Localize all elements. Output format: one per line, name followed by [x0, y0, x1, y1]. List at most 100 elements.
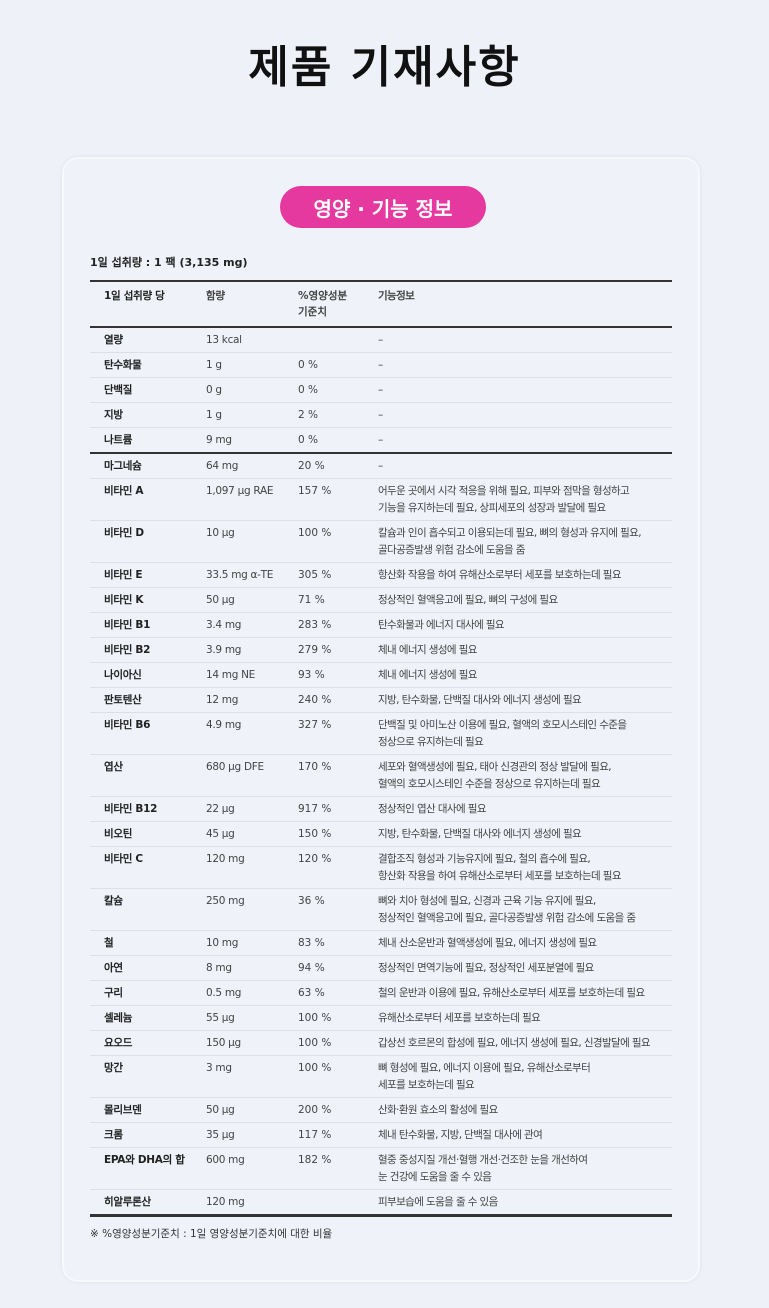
table-row: 열량 13 kcal –	[90, 327, 672, 353]
nutrient-function: 항산화 작용을 하여 유해산소로부터 세포를 보호하는데 필요	[378, 563, 672, 588]
nutrient-daily-value: 94 %	[298, 962, 325, 974]
table-row: 비타민 C 120 mg 120 % 결합조직 형성과 기능유지에 필요, 철의 흡수…	[90, 847, 672, 889]
function-line: 탄수화물과 에너지 대사에 필요	[378, 619, 505, 631]
nutrient-function: 정상적인 엽산 대사에 필요	[378, 797, 672, 822]
nutrient-amount: 50 µg	[206, 1104, 235, 1116]
header-per-serving: 1일 섭취량 당	[104, 290, 165, 302]
nutrient-daily-value: 20 %	[298, 460, 325, 472]
table-row: 지방 1 g 2 % –	[90, 403, 672, 428]
nutrient-amount: 12 mg	[206, 694, 239, 706]
nutrient-amount: 150 µg	[206, 1037, 241, 1049]
function-line: 체내 산소운반과 혈액생성에 필요, 에너지 생성에 필요	[378, 937, 597, 949]
table-row: 비오틴 45 µg 150 % 지방, 탄수화물, 단백질 대사와 에너지 생성에 필…	[90, 822, 672, 847]
function-line: 정상적인 면역기능에 필요, 정상적인 세포분열에 필요	[378, 962, 594, 974]
nutrient-amount: 10 µg	[206, 527, 235, 539]
nutrient-daily-value: 117 %	[298, 1129, 332, 1141]
nutrient-name: 히알루론산	[104, 1196, 151, 1208]
nutrient-amount: 10 mg	[206, 937, 239, 949]
nutrient-name: 비타민 C	[104, 853, 143, 865]
table-header-row: 1일 섭취량 당 함량 %영양성분 기준치 기능정보	[90, 281, 672, 327]
nutrient-amount: 33.5 mg α-TE	[206, 569, 274, 581]
info-card: 영양 · 기능 정보 1일 섭취량 : 1 팩 (3,135 mg) 1일 섭취…	[62, 157, 700, 1282]
nutrient-amount: 1 g	[206, 359, 222, 371]
nutrient-daily-value: 63 %	[298, 987, 325, 999]
table-row: 요오드 150 µg 100 % 갑상선 호르몬의 합성에 필요, 에너지 생성에 필…	[90, 1031, 672, 1056]
nutrient-name: 지방	[104, 409, 123, 421]
nutrient-daily-value: 100 %	[298, 527, 332, 539]
nutrient-daily-value: 917 %	[298, 803, 332, 815]
function-line: 체내 에너지 생성에 필요	[378, 644, 477, 656]
nutrient-function: 뼈와 치아 형성에 필요, 신경과 근육 기능 유지에 필요, 정상적인 혈액응고…	[378, 889, 672, 931]
nutrient-amount: 14 mg NE	[206, 669, 256, 681]
nutrient-daily-value: 157 %	[298, 485, 332, 497]
function-line: 정상으로 유지하는데 필요	[378, 736, 484, 748]
table-row: 비타민 D 10 µg 100 % 칼슘과 인이 흡수되고 이용되는데 필요, 뼈의 …	[90, 521, 672, 563]
header-function: 기능정보	[378, 290, 415, 302]
nutrient-function: –	[378, 327, 672, 353]
function-line: 기능을 유지하는데 필요, 상피세포의 성장과 발달에 필요	[378, 502, 606, 514]
table-row: 비타민 B12 22 µg 917 % 정상적인 엽산 대사에 필요	[90, 797, 672, 822]
function-line: 피부보습에 도움을 줄 수 있음	[378, 1196, 498, 1208]
nutrient-daily-value: 150 %	[298, 828, 332, 840]
nutrient-function: 어두운 곳에서 시각 적응을 위해 필요, 피부와 점막을 형성하고 기능을 유지…	[378, 479, 672, 521]
nutrient-name: 비타민 B6	[104, 719, 151, 731]
nutrient-daily-value: 240 %	[298, 694, 332, 706]
nutrient-function: 갑상선 호르몬의 합성에 필요, 에너지 생성에 필요, 신경발달에 필요	[378, 1031, 672, 1056]
nutrient-function: –	[378, 378, 672, 403]
nutrient-daily-value	[298, 327, 378, 353]
table-row: 비타민 B2 3.9 mg 279 % 체내 에너지 생성에 필요	[90, 638, 672, 663]
nutrient-amount: 9 mg	[206, 434, 232, 446]
function-line: 산화·환원 효소의 활성에 필요	[378, 1104, 498, 1116]
nutrient-name: 철	[104, 937, 114, 949]
table-row: 비타민 K 50 µg 71 % 정상적인 혈액응고에 필요, 뼈의 구성에 필요	[90, 588, 672, 613]
nutrient-function: 지방, 탄수화물, 단백질 대사와 에너지 생성에 필요	[378, 822, 672, 847]
nutrient-name: 판토텐산	[104, 694, 142, 706]
nutrient-daily-value: 279 %	[298, 644, 332, 656]
nutrient-amount: 0 g	[206, 384, 222, 396]
nutrient-amount: 680 µg DFE	[206, 761, 264, 773]
function-line: –	[378, 460, 383, 472]
nutrient-daily-value: 100 %	[298, 1012, 332, 1024]
nutrient-name: 몰리브덴	[104, 1104, 142, 1116]
function-line: 뼈와 치아 형성에 필요, 신경과 근육 기능 유지에 필요,	[378, 895, 596, 907]
function-line: –	[378, 434, 383, 446]
nutrient-function: 산화·환원 효소의 활성에 필요	[378, 1098, 672, 1123]
nutrient-amount: 35 µg	[206, 1129, 235, 1141]
nutrient-amount: 0.5 mg	[206, 987, 242, 999]
nutrient-amount: 3 mg	[206, 1062, 232, 1074]
table-row: 히알루론산 120 mg 피부보습에 도움을 줄 수 있음	[90, 1190, 672, 1216]
function-line: 항산화 작용을 하여 유해산소로부터 세포를 보호하는데 필요	[378, 569, 622, 581]
table-row: 탄수화물 1 g 0 % –	[90, 353, 672, 378]
nutrient-amount: 250 mg	[206, 895, 245, 907]
function-line: 혈중 중성지질 개선·혈행 개선·건조한 눈을 개선하여	[378, 1154, 588, 1166]
function-line: 지방, 탄수화물, 단백질 대사와 에너지 생성에 필요	[378, 694, 582, 706]
table-row: 판토텐산 12 mg 240 % 지방, 탄수화물, 단백질 대사와 에너지 생성에 …	[90, 688, 672, 713]
function-line: 철의 운반과 이용에 필요, 유해산소로부터 세포를 보호하는데 필요	[378, 987, 645, 999]
table-row: 엽산 680 µg DFE 170 % 세포와 혈액생성에 필요, 태아 신경관의 정…	[90, 755, 672, 797]
nutrient-function: 유해산소로부터 세포를 보호하는데 필요	[378, 1006, 672, 1031]
function-line: 골다공증발생 위험 감소에 도움을 줌	[378, 544, 525, 556]
nutrient-amount: 4.9 mg	[206, 719, 242, 731]
nutrient-name: 마그네슘	[104, 460, 142, 472]
table-row: 셀레늄 55 µg 100 % 유해산소로부터 세포를 보호하는데 필요	[90, 1006, 672, 1031]
function-line: 단백질 및 아미노산 이용에 필요, 혈액의 호모시스테인 수준을	[378, 719, 627, 731]
table-row: 나트륨 9 mg 0 % –	[90, 428, 672, 453]
nutrient-amount: 64 mg	[206, 460, 239, 472]
function-line: 정상적인 혈액응고에 필요, 뼈의 구성에 필요	[378, 594, 558, 606]
nutrient-name: 비오틴	[104, 828, 133, 840]
nutrient-amount: 3.9 mg	[206, 644, 242, 656]
nutrient-name: 열량	[104, 334, 123, 346]
nutrient-function: 결합조직 형성과 기능유지에 필요, 철의 흡수에 필요, 항산화 작용을 하여 …	[378, 847, 672, 889]
nutrient-function: 철의 운반과 이용에 필요, 유해산소로부터 세포를 보호하는데 필요	[378, 981, 672, 1006]
nutrient-daily-value: 200 %	[298, 1104, 332, 1116]
function-line: 정상적인 혈액응고에 필요, 골다공증발생 위험 감소에 도움을 줌	[378, 912, 636, 924]
function-line: 혈액의 호모시스테인 수준을 정상으로 유지하는데 필요	[378, 778, 601, 790]
function-line: 세포와 혈액생성에 필요, 태아 신경관의 정상 발달에 필요,	[378, 761, 612, 773]
function-line: 칼슘과 인이 흡수되고 이용되는데 필요, 뼈의 형성과 유지에 필요,	[378, 527, 642, 539]
function-line: 눈 건강에 도움을 줄 수 있음	[378, 1171, 492, 1183]
function-line: –	[378, 384, 383, 396]
nutrient-daily-value: 0 %	[298, 384, 318, 396]
nutrient-daily-value: 305 %	[298, 569, 332, 581]
